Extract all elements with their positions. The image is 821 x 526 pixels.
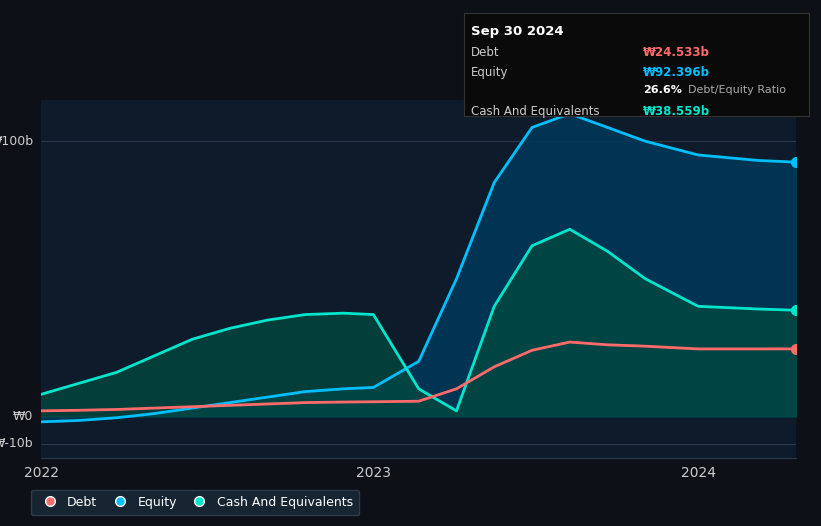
Text: ₩-10b: ₩-10b [0,437,34,450]
Text: ₩100b: ₩100b [0,135,34,148]
Text: Debt/Equity Ratio: Debt/Equity Ratio [688,85,786,95]
Text: 2024: 2024 [681,466,716,480]
Text: Debt: Debt [470,46,499,59]
Text: 2022: 2022 [24,466,58,480]
Text: Equity: Equity [470,66,508,79]
Text: ₩92.396b: ₩92.396b [643,66,710,79]
Text: 2023: 2023 [355,466,391,480]
Text: Cash And Equivalents: Cash And Equivalents [470,105,599,118]
Text: 26.6%: 26.6% [643,85,682,95]
Text: ₩38.559b: ₩38.559b [643,105,710,118]
Text: ₩0: ₩0 [13,410,34,423]
Legend: Debt, Equity, Cash And Equivalents: Debt, Equity, Cash And Equivalents [31,490,359,515]
Text: Sep 30 2024: Sep 30 2024 [470,25,563,38]
Text: ₩24.533b: ₩24.533b [643,46,710,59]
